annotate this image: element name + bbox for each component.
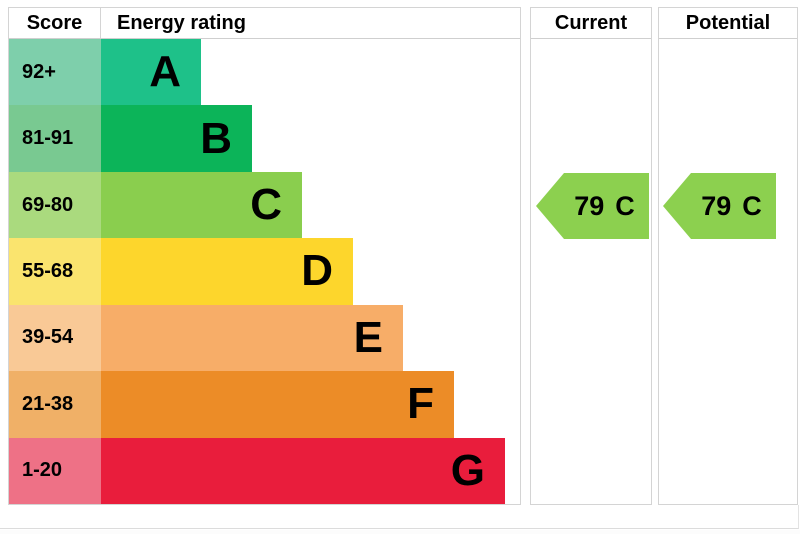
rating-rows: 92+ A 81-91 B 69-80 C 55-68 D 39-54 E 21…	[9, 39, 520, 504]
band-row-b: 81-91 B	[9, 105, 520, 172]
potential-column: Potential 79 C	[658, 7, 798, 505]
energy-rating-column-header: Energy rating	[117, 11, 246, 34]
potential-rating-value: 79	[701, 190, 732, 221]
rating-bar: G	[101, 437, 505, 504]
band-letter: C	[250, 180, 282, 230]
band-letter: F	[407, 379, 434, 429]
band-row-e: 39-54 E	[9, 304, 520, 372]
rating-bar: D	[101, 238, 353, 305]
current-rating-value: 79	[574, 190, 605, 221]
band-score: 39-54	[9, 304, 101, 372]
band-letter: E	[353, 312, 383, 362]
rating-bar: E	[101, 304, 403, 372]
band-score: 1-20	[9, 437, 101, 504]
footer-background	[0, 530, 800, 534]
band-letter: D	[301, 246, 333, 296]
band-row-a: 92+ A	[9, 39, 520, 106]
band-score: 69-80	[9, 171, 101, 239]
band-letter: G	[450, 445, 485, 495]
current-rating-band: C	[615, 190, 635, 221]
footer-divider	[0, 505, 799, 529]
rating-bar: A	[101, 39, 201, 106]
band-row-g: 1-20 G	[9, 437, 520, 504]
potential-rating-arrow: 79 C	[663, 173, 776, 239]
band-row-c: 69-80 C	[9, 171, 520, 239]
current-rating-arrow: 79 C	[536, 173, 649, 239]
band-letter: A	[149, 47, 181, 97]
band-row-d: 55-68 D	[9, 238, 520, 305]
band-letter: B	[200, 113, 232, 163]
rating-table: Score Energy rating 92+ A 81-91 B 69-80 …	[8, 7, 521, 505]
score-column-header: Score	[9, 8, 101, 38]
rating-bar: C	[101, 171, 302, 239]
band-row-f: 21-38 F	[9, 371, 520, 438]
band-score: 92+	[9, 39, 101, 106]
band-score: 21-38	[9, 371, 101, 438]
potential-rating-band: C	[742, 190, 762, 221]
potential-column-header: Potential	[659, 8, 797, 39]
rating-table-header: Score Energy rating	[9, 8, 520, 39]
band-score: 55-68	[9, 238, 101, 305]
band-score: 81-91	[9, 105, 101, 172]
current-column-header: Current	[531, 8, 651, 39]
current-column: Current 79 C	[530, 7, 652, 505]
rating-bar: F	[101, 371, 454, 438]
rating-bar: B	[101, 105, 252, 172]
